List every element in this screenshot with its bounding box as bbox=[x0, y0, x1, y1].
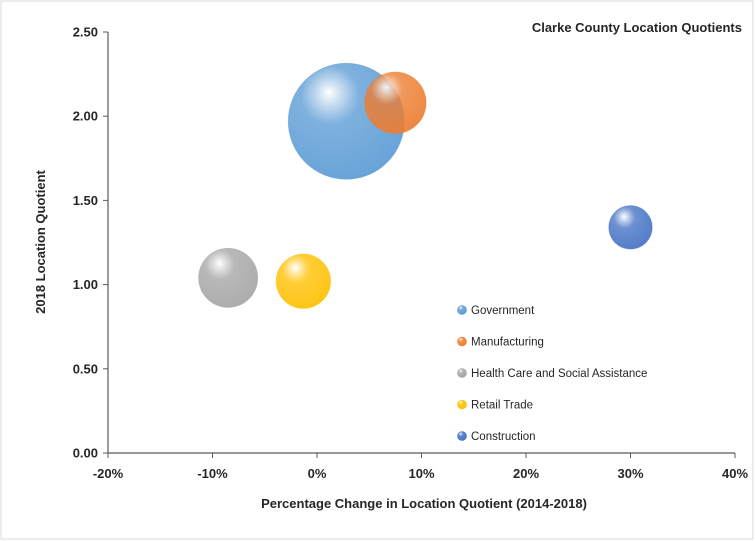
legend-marker-government bbox=[457, 305, 467, 315]
x-tick-label: -20% bbox=[93, 466, 124, 481]
x-axis-title: Percentage Change in Location Quotient (… bbox=[261, 496, 587, 511]
legend-marker-construction bbox=[457, 431, 467, 441]
x-tick-label: 20% bbox=[513, 466, 539, 481]
chart-title: Clarke County Location Quotients bbox=[532, 20, 742, 35]
legend-label-health-care-and-social-assistance: Health Care and Social Assistance bbox=[471, 368, 647, 380]
x-tick-label: 30% bbox=[617, 466, 643, 481]
y-axis-title: 2018 Location Quotient bbox=[33, 169, 48, 313]
legend-marker-health-care-and-social-assistance bbox=[457, 368, 467, 378]
bubble-construction bbox=[608, 205, 653, 250]
y-tick-label: 2.00 bbox=[73, 109, 98, 124]
x-tick-label: 0% bbox=[308, 466, 327, 481]
y-tick-label: 2.50 bbox=[73, 25, 98, 40]
bubble-layer bbox=[198, 62, 653, 309]
bubble-manufacturing bbox=[364, 71, 427, 134]
y-tick-label: 1.50 bbox=[73, 193, 98, 208]
x-tick-label: 10% bbox=[408, 466, 434, 481]
y-tick-label: 0.50 bbox=[73, 361, 98, 376]
legend-label-government: Government bbox=[471, 305, 535, 317]
legend-marker-manufacturing bbox=[457, 336, 467, 347]
legend-marker-retail-trade bbox=[457, 399, 467, 410]
legend: Government Manufacturing Health Care and S… bbox=[457, 305, 647, 443]
legend-label-construction: Construction bbox=[471, 431, 536, 443]
y-tick-label: 0.00 bbox=[73, 446, 98, 461]
bubble-retail-trade bbox=[275, 253, 332, 309]
x-tick-label: 40% bbox=[722, 466, 748, 481]
legend-label-manufacturing: Manufacturing bbox=[471, 337, 544, 349]
y-tick-label: 1.00 bbox=[73, 277, 98, 292]
bubble-health-care-and-social-assistance bbox=[198, 247, 259, 308]
legend-label-retail-trade: Retail Trade bbox=[471, 400, 533, 412]
x-tick-label: -10% bbox=[197, 466, 228, 481]
